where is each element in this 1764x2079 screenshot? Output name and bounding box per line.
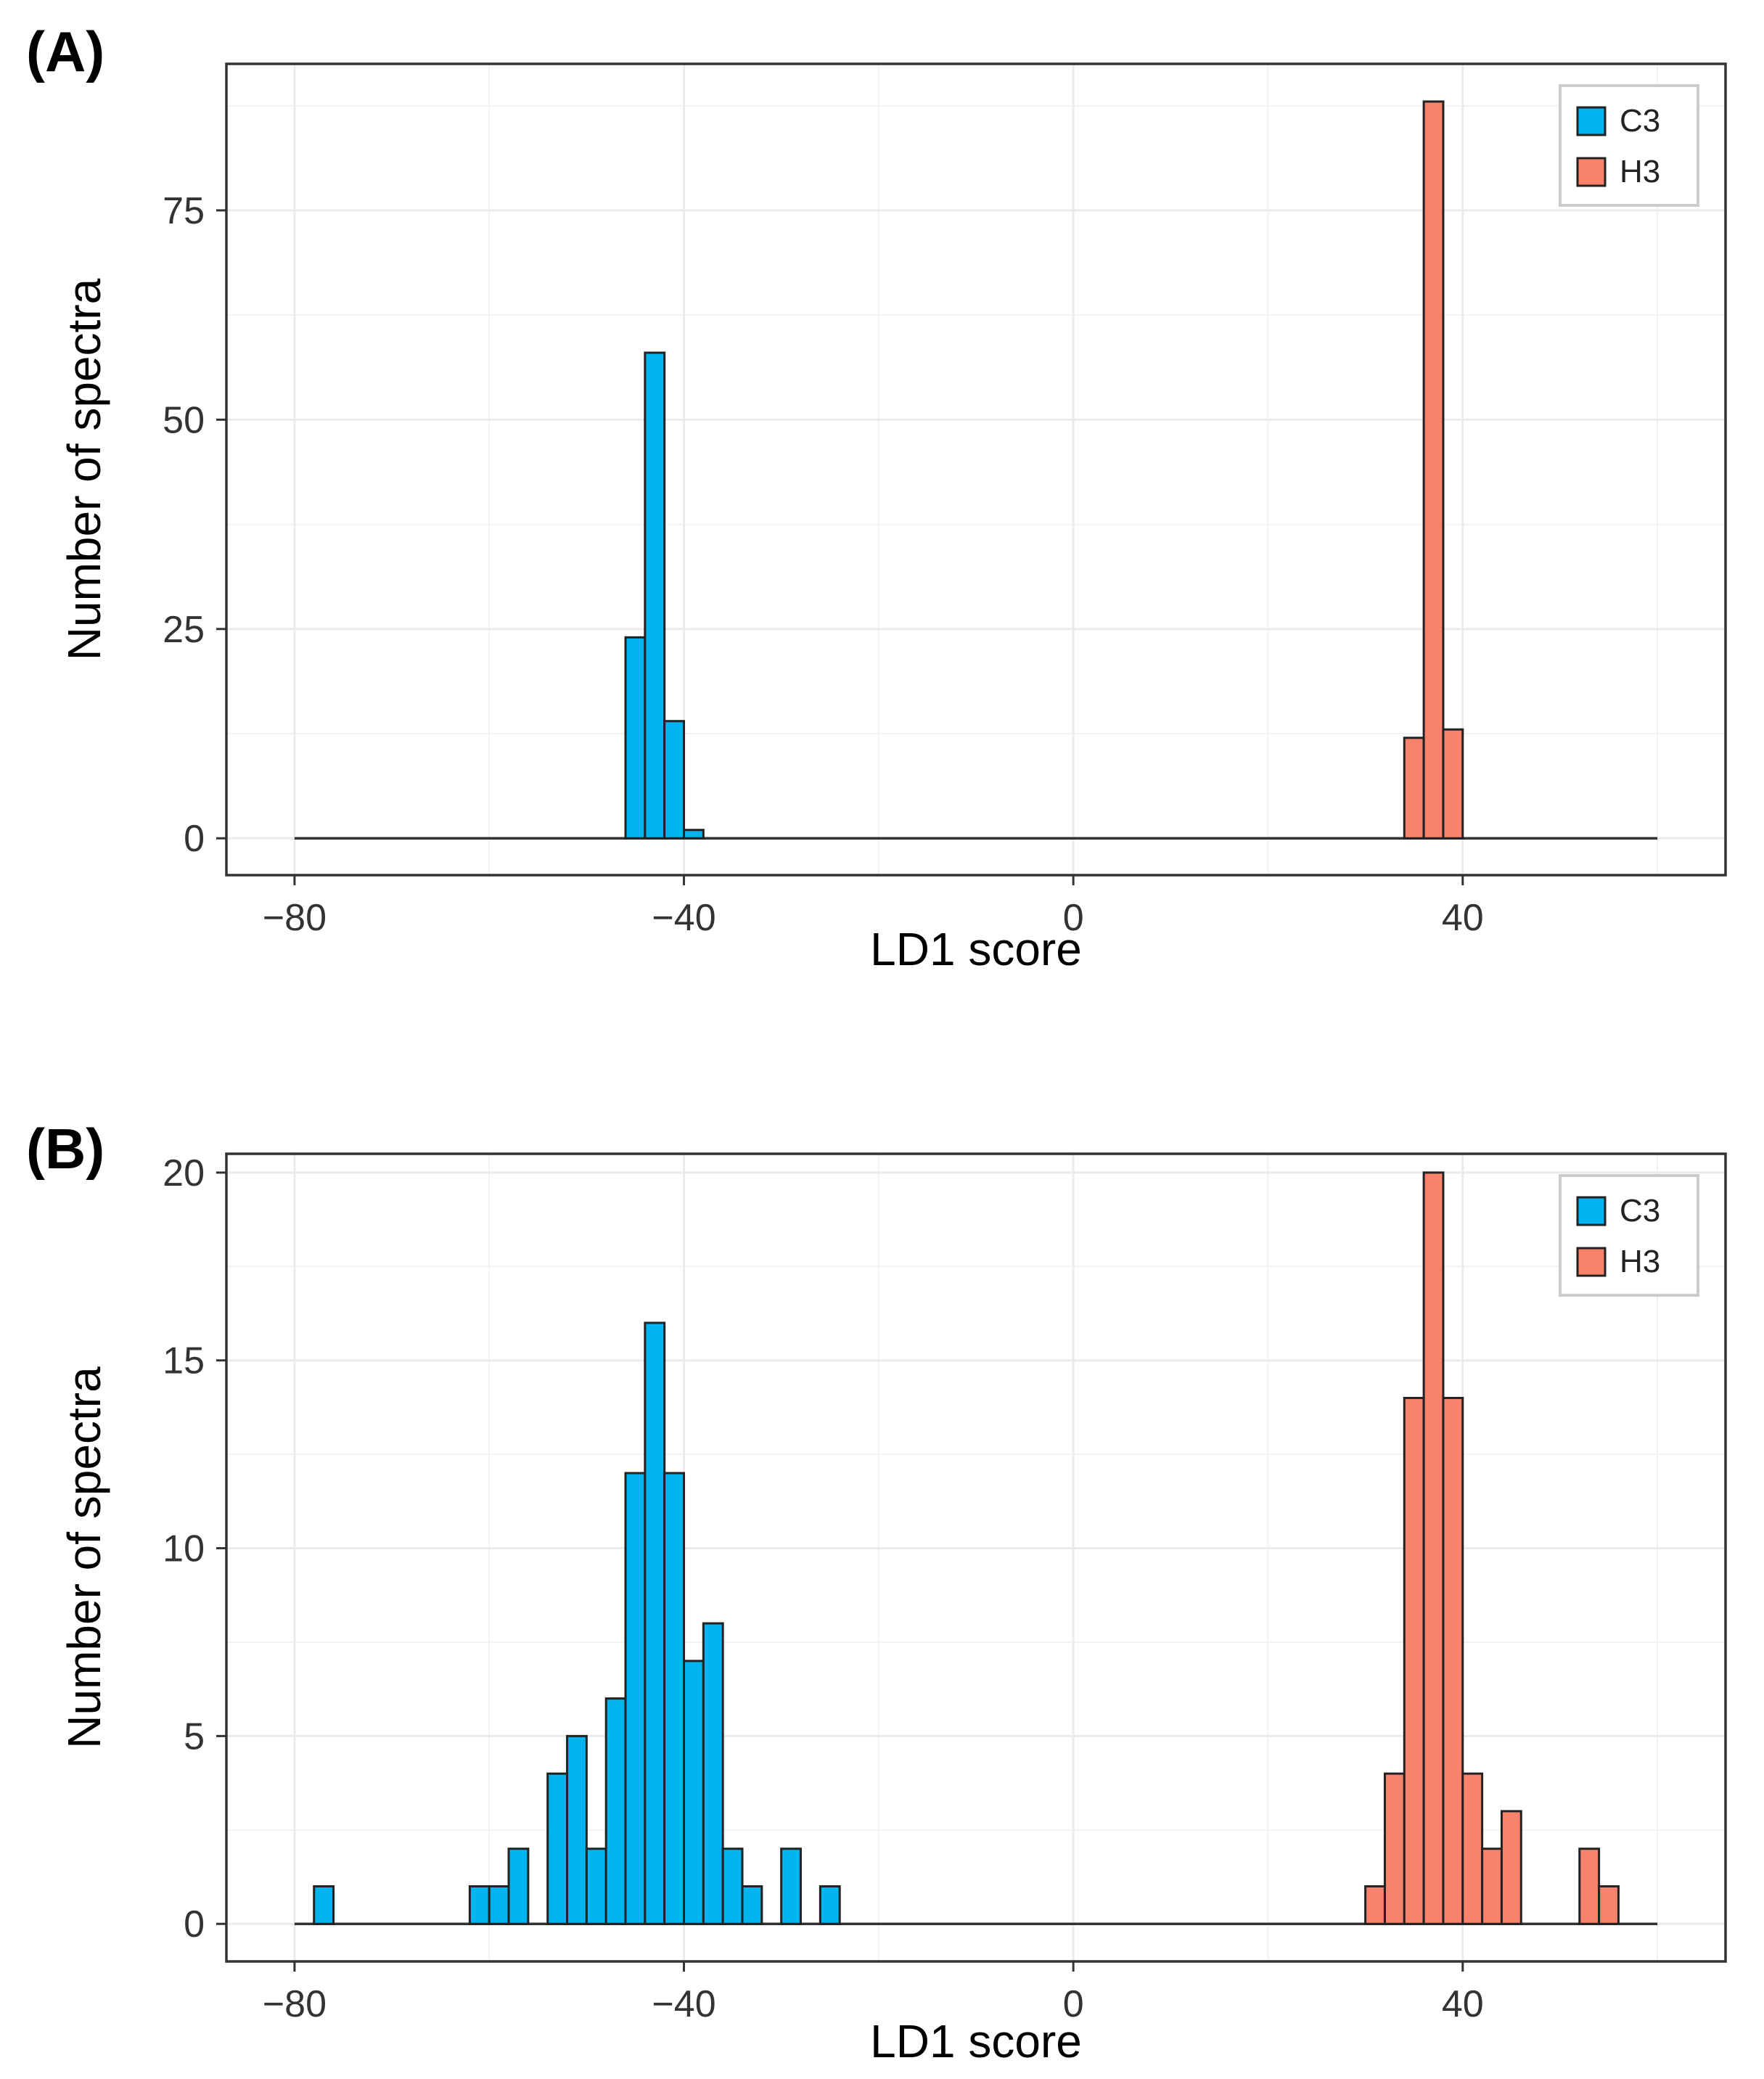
series-c3 xyxy=(313,1321,841,1925)
bar-c3 xyxy=(721,1848,744,1925)
panel-b: −80 −40 0 40 0 5 10 15 20 LD1 score Number of spec… xyxy=(26,1117,1727,2067)
bar-c3 xyxy=(683,829,705,840)
x-tick-label: −40 xyxy=(652,1983,715,2025)
bar-c3 xyxy=(644,1321,666,1925)
bar-c3 xyxy=(604,1697,627,1925)
bar-h3 xyxy=(1598,1885,1620,1925)
y-axis-title: Number of spectra xyxy=(58,1366,110,1749)
bar-c3 xyxy=(644,351,666,840)
y-tick-label: 15 xyxy=(163,1340,205,1382)
legend-label-c3: C3 xyxy=(1620,103,1660,139)
bar-c3 xyxy=(546,1772,569,1925)
legend-label-c3: C3 xyxy=(1620,1193,1660,1229)
bar-c3 xyxy=(780,1848,803,1925)
y-tick-label: 20 xyxy=(163,1152,205,1194)
y-tick-label: 0 xyxy=(184,818,205,860)
bar-h3 xyxy=(1383,1772,1406,1925)
y-tick-label: 10 xyxy=(163,1528,205,1570)
x-tick-label: 0 xyxy=(1063,1983,1084,2025)
bar-c3 xyxy=(702,1622,724,1925)
bar-c3 xyxy=(663,720,686,840)
legend-box xyxy=(1559,84,1699,207)
bar-c3 xyxy=(585,1848,607,1925)
legend-key-c3 xyxy=(1576,1196,1607,1226)
bar-h3 xyxy=(1481,1848,1503,1925)
x-tick-label: 0 xyxy=(1063,897,1084,939)
y-tick-label: 0 xyxy=(184,1903,205,1945)
y-tick-label: 5 xyxy=(184,1715,205,1758)
bar-h3 xyxy=(1461,1772,1484,1925)
series-c3 xyxy=(624,351,705,840)
panel-a: −80 −40 0 40 0 25 50 75 LD1 score Number of spect… xyxy=(26,20,1727,975)
bar-c3 xyxy=(566,1734,588,1925)
bar-h3 xyxy=(1364,1885,1386,1925)
bar-h3 xyxy=(1500,1810,1522,1925)
panel-label: (B) xyxy=(26,1117,104,1181)
bar-c3 xyxy=(741,1885,763,1925)
bar-h3 xyxy=(1403,1396,1425,1925)
x-axis-title: LD1 score xyxy=(870,923,1082,975)
bar-c3 xyxy=(488,1885,510,1925)
legend-key-h3 xyxy=(1576,1247,1607,1277)
bar-h3 xyxy=(1422,1171,1445,1925)
series-h3 xyxy=(1364,1171,1620,1925)
series-h3 xyxy=(1403,100,1464,840)
plot-border xyxy=(225,62,1727,877)
y-tick-label: 50 xyxy=(163,399,205,441)
bar-c3 xyxy=(507,1848,530,1925)
bar-h3 xyxy=(1442,728,1464,840)
bar-c3 xyxy=(683,1660,705,1925)
bar-c3 xyxy=(468,1885,491,1925)
plot-area xyxy=(226,64,1726,875)
bar-c3 xyxy=(819,1885,841,1925)
bar-c3 xyxy=(624,636,647,840)
legend-key-h3 xyxy=(1576,157,1607,187)
x-tick-label: 40 xyxy=(1442,897,1484,939)
bar-h3 xyxy=(1422,100,1445,840)
x-axis-title: LD1 score xyxy=(870,2015,1082,2067)
x-tick-label: 40 xyxy=(1442,1983,1484,2025)
x-tick-label: −80 xyxy=(263,897,327,939)
y-axis-title: Number of spectra xyxy=(58,278,110,660)
plot-border xyxy=(225,1152,1727,1963)
bar-h3 xyxy=(1442,1396,1464,1925)
legend-label-h3: H3 xyxy=(1620,1244,1660,1279)
y-tick-label: 75 xyxy=(163,190,205,232)
bar-c3 xyxy=(313,1885,335,1925)
bar-c3 xyxy=(663,1472,686,1925)
x-tick-label: −80 xyxy=(263,1983,327,2025)
legend-key-c3 xyxy=(1576,106,1607,136)
y-tick-label: 25 xyxy=(163,609,205,651)
bar-h3 xyxy=(1578,1848,1601,1925)
legend-label-h3: H3 xyxy=(1620,154,1660,189)
bar-h3 xyxy=(1403,737,1425,840)
bar-c3 xyxy=(624,1472,647,1925)
panel-label: (A) xyxy=(26,20,104,83)
x-tick-label: −40 xyxy=(652,897,715,939)
